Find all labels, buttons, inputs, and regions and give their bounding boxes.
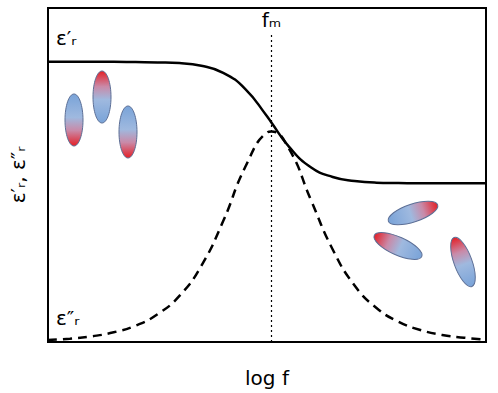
svg-text:fₘ: fₘ — [262, 8, 282, 32]
svg-text:ε′ᵣ: ε′ᵣ — [56, 26, 77, 50]
svg-text:ε″ᵣ: ε″ᵣ — [56, 306, 80, 330]
svg-text:ε′ᵣ, ε″ᵣ: ε′ᵣ, ε″ᵣ — [6, 146, 30, 204]
svg-text:log f: log f — [245, 366, 290, 390]
